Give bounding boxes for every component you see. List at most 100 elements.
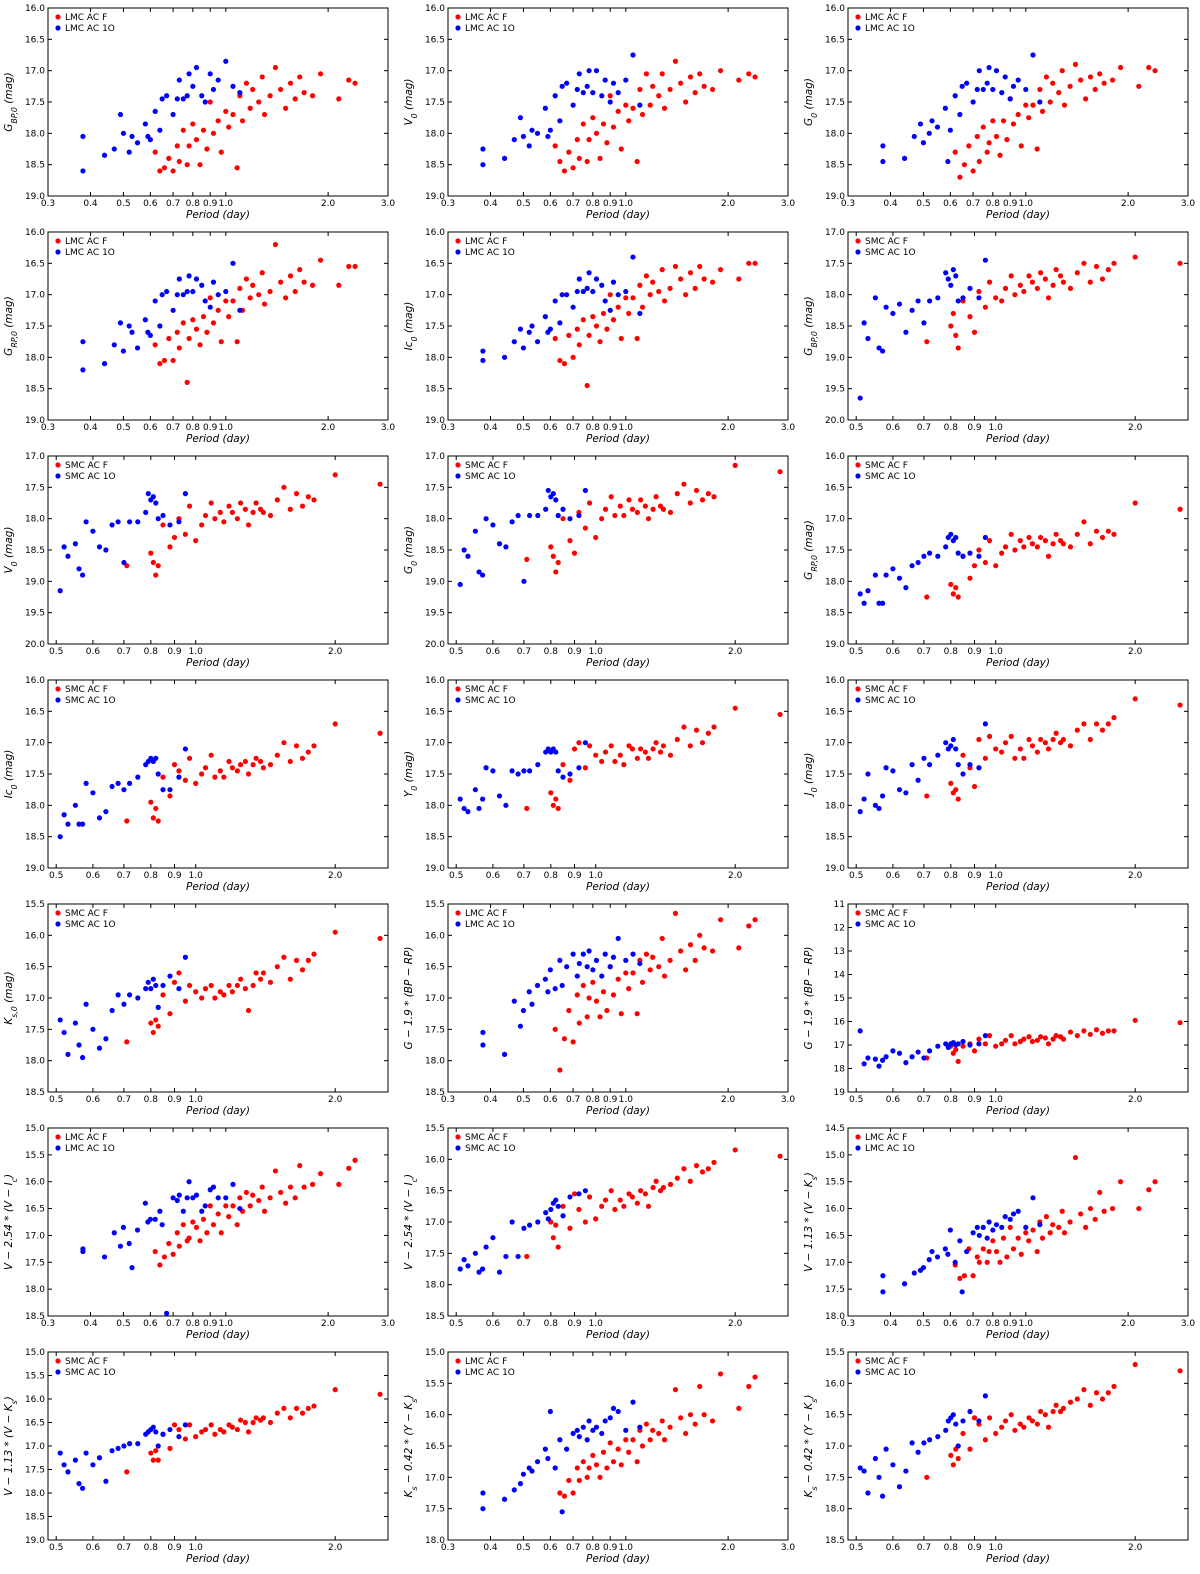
- data-point: [656, 964, 662, 970]
- data-point: [709, 948, 716, 954]
- y-tick-label: 16.5: [425, 35, 445, 45]
- data-point: [501, 1496, 508, 1502]
- data-point: [1042, 740, 1048, 746]
- y-tick-label: 19.0: [25, 1536, 45, 1546]
- data-point: [861, 1061, 867, 1067]
- data-point: [986, 538, 993, 544]
- data-point: [955, 298, 961, 304]
- data-point: [1074, 531, 1080, 537]
- x-tick-label: 2.0: [1128, 647, 1143, 657]
- y-tick-label: 17.5: [25, 770, 45, 780]
- data-point: [586, 68, 592, 74]
- data-point: [746, 1383, 752, 1390]
- data-point: [586, 743, 593, 749]
- data-point: [960, 752, 966, 758]
- x-tick-label: 2.0: [721, 199, 736, 209]
- data-point: [630, 254, 636, 260]
- data-point: [643, 951, 650, 957]
- y-axis-label: G0​ (mag): [803, 78, 819, 126]
- x-tick-label: 0.4: [483, 423, 498, 433]
- data-point: [237, 1195, 243, 1201]
- data-point: [896, 1050, 903, 1056]
- data-point: [711, 494, 717, 500]
- x-tick-label: 0.7: [566, 1095, 580, 1105]
- data-point: [1045, 295, 1052, 301]
- data-point: [976, 1036, 982, 1042]
- y-tick-label: 20.0: [425, 640, 445, 650]
- data-point: [1072, 1154, 1079, 1161]
- data-point: [593, 1216, 599, 1222]
- data-point: [229, 509, 235, 515]
- data-point: [1034, 146, 1040, 152]
- data-point: [153, 1017, 159, 1023]
- y-tick-label: 18.5: [425, 161, 445, 171]
- data-point: [250, 982, 256, 989]
- x-tick-label: 0.7: [117, 647, 131, 657]
- data-point: [167, 522, 173, 528]
- data-point: [993, 563, 999, 569]
- data-point: [590, 967, 596, 973]
- data-point: [1034, 1421, 1040, 1427]
- data-point: [90, 1026, 96, 1032]
- data-point: [129, 133, 135, 140]
- data-point: [948, 743, 954, 749]
- data-point: [274, 964, 280, 970]
- data-point: [250, 1192, 256, 1198]
- data-point: [701, 945, 707, 951]
- data-point: [287, 273, 294, 279]
- data-point: [1050, 541, 1056, 547]
- data-point: [221, 774, 227, 780]
- data-point: [717, 267, 724, 273]
- data-point: [167, 1426, 173, 1433]
- data-point: [637, 310, 643, 317]
- x-tick-label: 0.6: [486, 647, 501, 657]
- data-point: [607, 964, 613, 970]
- data-point: [210, 130, 217, 136]
- data-point: [121, 1001, 127, 1007]
- data-point: [117, 320, 124, 326]
- data-point: [732, 462, 738, 468]
- data-point: [957, 1275, 963, 1281]
- data-point: [186, 1179, 192, 1185]
- data-point: [993, 133, 1000, 140]
- y-tick-label: 18.5: [25, 1312, 45, 1322]
- data-point: [480, 1042, 486, 1048]
- x-tick-label: 0.9: [967, 871, 982, 881]
- data-point: [924, 339, 930, 345]
- data-point: [61, 544, 67, 550]
- data-point: [971, 1048, 978, 1054]
- x-tick-label: 1.0: [619, 423, 634, 433]
- data-point: [736, 276, 742, 282]
- data-point: [623, 957, 629, 963]
- data-point: [903, 1060, 909, 1066]
- data-point: [1087, 541, 1093, 547]
- data-point: [207, 1203, 213, 1209]
- data-point: [57, 1017, 63, 1023]
- data-point: [955, 1058, 961, 1065]
- data-point: [574, 973, 580, 979]
- data-point: [80, 168, 86, 174]
- data-point: [1053, 1402, 1059, 1408]
- x-tick-label: 0.7: [117, 1543, 131, 1553]
- data-point: [535, 1219, 541, 1225]
- data-point: [242, 758, 248, 765]
- chart-panel: 0.3 0.4 0.5 0.6 0.7 0.8 0.9 1.0 2.0 3.016.016.517…: [3, 4, 395, 221]
- legend-label: SMC AC F: [465, 461, 508, 471]
- data-point: [287, 1415, 293, 1421]
- data-point: [208, 752, 214, 758]
- legend-marker: [55, 1134, 61, 1140]
- data-point: [176, 970, 182, 976]
- x-tick-label: 0.6: [86, 1095, 101, 1105]
- data-point: [121, 559, 127, 566]
- data-point: [159, 1222, 165, 1228]
- data-point: [597, 1014, 603, 1020]
- y-tick-label: 17.5: [425, 483, 445, 493]
- data-point: [239, 118, 246, 124]
- data-point: [520, 133, 527, 140]
- data-point: [548, 790, 554, 796]
- data-point: [1042, 1412, 1048, 1418]
- legend-label: SMC AC 1O: [865, 696, 916, 706]
- data-point: [115, 780, 121, 786]
- y-tick-label: 19.0: [25, 416, 45, 426]
- data-point: [287, 80, 294, 86]
